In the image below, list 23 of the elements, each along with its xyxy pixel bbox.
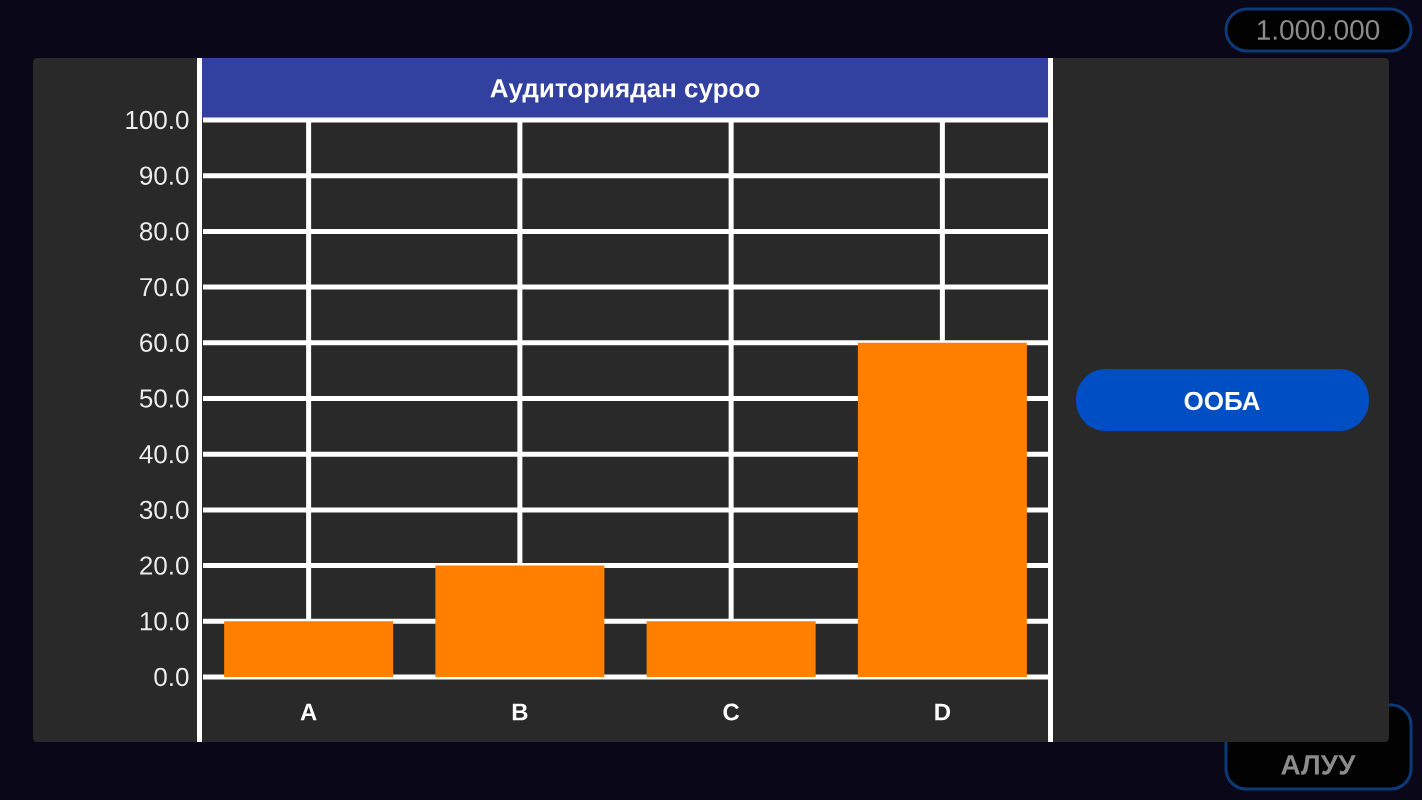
y-tick-label: 0.0 [154, 667, 189, 687]
y-tick-label: 90.0 [140, 166, 189, 185]
y-tick-label: 50.0 [139, 389, 189, 408]
y-tick-label: 60.0 [140, 333, 189, 352]
x-tick-label: C [723, 703, 740, 721]
text: 1.000.000 [1257, 20, 1380, 40]
y-tick-label: 100.0 [126, 110, 189, 130]
y-tick-label: 20.0 [140, 556, 189, 575]
y-tick-label: 40.0 [139, 444, 189, 464]
x-tick-label: A [300, 703, 317, 721]
text: АЛУУ [1281, 755, 1356, 775]
y-tick-label: 70.0 [140, 277, 189, 297]
chart-title: Аудиториядан суроо [490, 79, 760, 103]
bar [224, 621, 394, 677]
y-tick-label: 80.0 [140, 222, 189, 241]
text: ООБА [1184, 391, 1260, 411]
bar [646, 621, 816, 677]
y-tick-label: 30.0 [139, 500, 189, 520]
x-tick-label: B [512, 703, 528, 721]
bar [435, 565, 605, 677]
y-tick-label: 10.0 [140, 612, 189, 631]
x-tick-label: D [935, 703, 951, 721]
bar [857, 342, 1027, 677]
